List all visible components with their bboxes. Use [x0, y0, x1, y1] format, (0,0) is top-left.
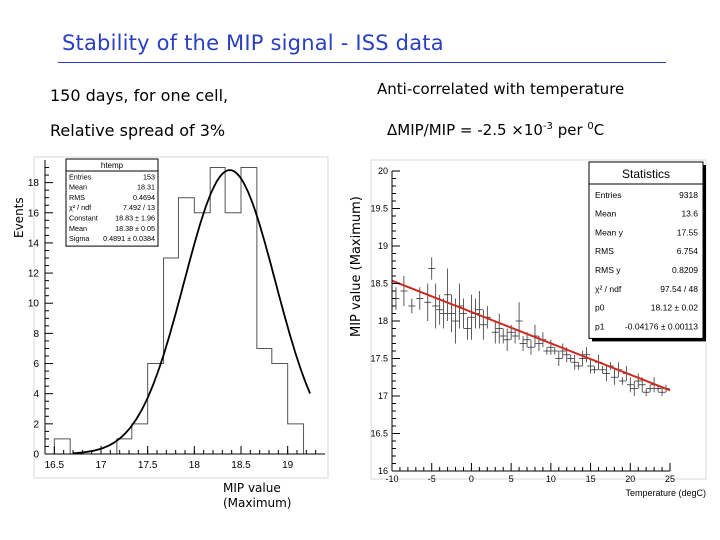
left-caption-days: 150 days, for one cell,	[50, 86, 229, 105]
profile-x-tick-label: 20	[625, 474, 635, 484]
histogram-stats-frame	[65, 158, 159, 247]
histogram-y-tick-label: 2	[33, 419, 39, 430]
profile-y-tick-label: 19.5	[370, 204, 388, 214]
profile-x-axis-label: Temperature (degC)	[625, 488, 706, 498]
histogram-y-tick-label: 14	[28, 238, 40, 249]
histogram-axes: 16.5 17 17.5 18 18.5 19 0 2 4 6 8 10 12 14 16 18	[28, 160, 325, 471]
profile-y-tick-label: 20	[378, 166, 388, 176]
profile-x-tick-label: 0	[469, 474, 474, 484]
profile-stats-label: p1	[595, 321, 605, 331]
profile-y-tick-label: 18.5	[370, 279, 388, 289]
histogram-stats-label: Constant	[69, 214, 98, 223]
formula-prefix: ΔMIP/MIP = -2.5 ×10	[387, 121, 543, 139]
histogram-stats-value: 18.83 ± 1.96	[115, 214, 155, 223]
histogram-y-tick-label: 6	[33, 359, 39, 370]
profile-stats-value: 6.754	[677, 246, 699, 256]
profile-y-tick-label: 16	[378, 466, 388, 476]
profile-stats-value: 9318	[679, 190, 698, 200]
profile-stats-title: Statistics	[622, 167, 670, 181]
profile-x-tick-label: 25	[665, 474, 675, 484]
histogram-stats-value: 153	[143, 172, 155, 181]
profile-y-tick-label: 17.5	[370, 354, 388, 364]
histogram-stats-label: χ² / ndf	[69, 203, 91, 212]
histogram-stats-label: RMS	[69, 193, 85, 202]
formula-middle: per	[552, 121, 588, 139]
profile-stats-label: Mean y	[595, 227, 624, 237]
histogram-y-tick-label: 8	[33, 329, 39, 340]
histogram-y-tick-label: 0	[33, 450, 39, 461]
formula-exponent: -3	[542, 121, 553, 132]
histogram-y-tick-label: 12	[28, 269, 40, 280]
mip-histogram-chart: 16.5 17 17.5 18 18.5 19 0 2 4 6 8 10 12 14 16 18 htemp E…	[12, 156, 329, 479]
profile-stats-value: 17.55	[677, 227, 699, 237]
histogram-stats-value: 7.492 / 13	[123, 203, 155, 212]
profile-stats-frame	[588, 161, 704, 339]
mip-vs-temperature-chart: -10 -5 0 5 10 15 20 25 16 16.5 17 17.5 18 18.5 19 19.5 2…	[349, 159, 707, 498]
histogram-x-tick-label: 17	[95, 460, 107, 471]
profile-stats-label: RMS y	[595, 265, 621, 275]
histogram-stats-value: 18.31	[137, 183, 155, 192]
histogram-y-tick-label: 4	[33, 389, 39, 400]
profile-y-tick-label: 16.5	[370, 429, 388, 439]
right-caption-anticorrelation: Anti-correlated with temperature	[377, 80, 625, 98]
formula-degree: 0	[587, 121, 594, 132]
profile-stats-label: p0	[595, 303, 605, 313]
profile-x-tick-label: -5	[428, 474, 436, 484]
title-underline	[58, 62, 666, 63]
formula-suffix: C	[593, 121, 605, 139]
profile-stats-label: RMS	[595, 246, 614, 256]
histogram-stats-label: Mean	[69, 183, 87, 192]
histogram-stats-label: Sigma	[69, 234, 89, 243]
right-formula: ΔMIP/MIP = -2.5 ×10-3 per 0C	[387, 121, 604, 139]
histogram-y-axis-label: Events	[12, 197, 26, 238]
profile-x-tick-label: 15	[586, 474, 596, 484]
histogram-stats-value: 0.4694	[133, 193, 155, 202]
profile-stats-value: -0.04176 ± 0.00113	[625, 321, 698, 331]
profile-x-tick-label: -10	[385, 474, 398, 484]
histogram-gauss-fit	[72, 169, 311, 455]
histogram-stats-value: 0.4891 ± 0.0384	[103, 234, 155, 243]
histogram-x-axis-label: MIP value (Maximum)	[223, 481, 292, 510]
histogram-stats-label: Entries	[69, 172, 92, 181]
profile-linear-fit	[391, 279, 671, 392]
profile-y-tick-label: 19	[378, 241, 388, 251]
histogram-stats-value: 18.38 ± 0.05	[115, 224, 155, 233]
profile-stats-value: 0.8209	[672, 265, 698, 275]
profile-axes: -10 -5 0 5 10 15 20 25 16 16.5 17 17.5 18 18.5 19 19.5 2…	[370, 166, 675, 484]
profile-stats-value: 13.6	[681, 209, 698, 219]
histogram-x-tick-label: 17.5	[138, 460, 158, 471]
histogram-stats-title: htemp	[101, 161, 124, 170]
profile-stats-label: χ² / ndf	[595, 284, 622, 294]
histogram-y-tick-label: 10	[28, 299, 40, 310]
profile-y-tick-label: 17	[378, 391, 388, 401]
profile-x-tick-label: 5	[509, 474, 514, 484]
histogram-x-tick-label: 18	[189, 460, 201, 471]
profile-stats-label: Mean	[595, 209, 617, 219]
profile-y-axis-label: MIP value (Maximum)	[349, 196, 364, 337]
histogram-y-tick-label: 16	[28, 208, 40, 219]
profile-x-tick-label: 10	[546, 474, 556, 484]
profile-stats-value: 18.12 ± 0.02	[651, 303, 698, 313]
profile-stats-value: 97.54 / 48	[660, 284, 698, 294]
profile-y-tick-label: 18	[378, 316, 388, 326]
histogram-x-tick-label: 16.5	[45, 460, 65, 471]
histogram-stats-box: htemp Entries 153 Mean 18.31 RMS 0.4694 χ² / nd…	[65, 158, 159, 247]
histogram-x-tick-label: 19	[282, 460, 294, 471]
histogram-x-tick-label: 18.5	[231, 460, 251, 471]
profile-stats-label: Entries	[595, 190, 621, 200]
slide-title: Stability of the MIP signal - ISS data	[62, 31, 444, 55]
histogram-stats-label: Mean	[69, 224, 87, 233]
histogram-y-tick-label: 18	[28, 178, 40, 189]
left-caption-spread: Relative spread of 3%	[50, 121, 226, 140]
